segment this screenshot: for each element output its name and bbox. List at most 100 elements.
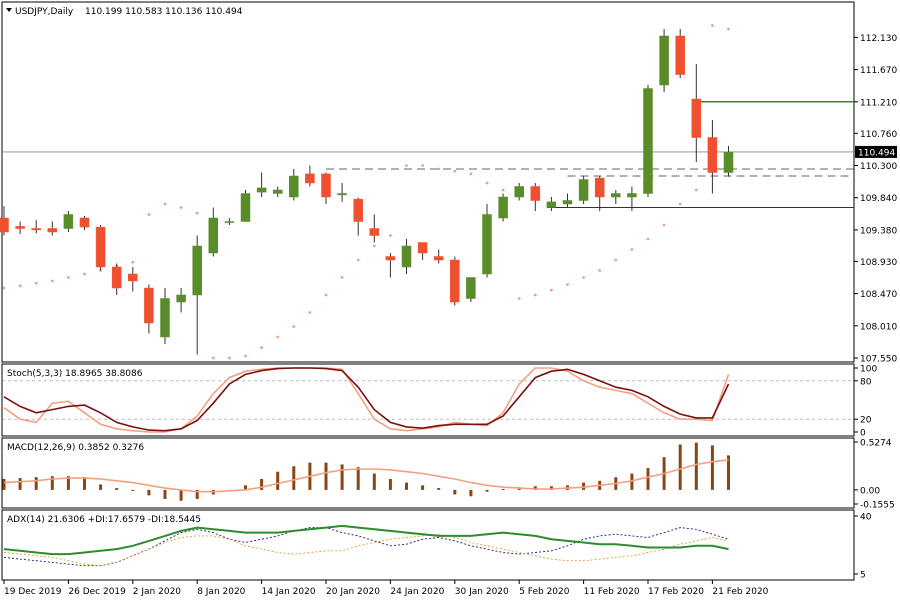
candle-body [707,137,718,173]
macd-histogram-bar [276,471,280,490]
candle-body [530,186,541,201]
sar-dot [276,335,280,339]
candle-body [562,200,573,205]
macd-histogram-bar [163,489,167,499]
candle-body [192,245,202,296]
x-tick-label: 24 Jan 2020 [390,587,444,597]
macd-histogram-bar [630,473,634,490]
macd-histogram-bar [405,482,408,490]
candle-body [337,193,347,196]
sar-dot [18,284,22,288]
sar-dot [389,234,392,237]
y-tick-label: 111.670 [860,66,897,76]
candle-body [79,217,90,228]
macd-label: MACD(12,26,9) 0.3852 0.3276 [7,443,144,453]
sar-dot [324,293,328,297]
sar-dot [67,276,70,279]
y-tick-label: 110.300 [860,162,897,172]
candle-body [482,214,492,275]
macd-histogram-bar [356,467,360,490]
macd-histogram-bar [147,489,151,496]
main-ohlc: 110.199 110.583 110.136 110.494 [85,7,243,17]
macd-histogram-bar [2,478,6,490]
macd-histogram-bar [115,488,119,490]
candle-body [111,266,122,289]
y-tick-label: 0 [860,429,866,439]
macd-histogram-bar [646,468,650,490]
x-tick-label: 17 Feb 2020 [648,587,704,597]
sar-dot [308,311,312,314]
candle-body [466,277,476,299]
candle-body [128,273,138,282]
candle-body [63,214,74,229]
sar-dot [83,272,86,276]
macd-histogram-bar [340,464,344,490]
x-tick-label: 11 Feb 2020 [584,587,640,597]
y-tick-label: 80 [860,377,872,387]
sar-dot [485,181,489,185]
macd-histogram-bar [437,488,441,490]
sar-dot [211,356,215,360]
candle-body [417,242,428,254]
x-tick-label: 19 Dec 2019 [4,587,62,597]
macd-histogram-bar [195,489,199,499]
candle-body [160,298,170,338]
macd-histogram-bar [34,477,38,490]
candle-body [208,217,219,254]
y-tick-label: -0.1555 [860,501,895,511]
sar-dot [630,248,634,251]
macd-histogram-bar [179,489,183,501]
macd-histogram-bar [727,455,730,490]
candle-body [723,151,734,173]
macd-histogram-bar [324,462,328,490]
y-tick-label: 110.760 [860,130,897,140]
candle-body [144,287,154,324]
sar-dot [453,169,457,173]
sar-dot [260,346,263,349]
sar-dot [163,202,167,206]
y-tick-label: 108.930 [860,258,897,268]
macd-signal-line [3,459,729,493]
sar-dot [727,27,730,31]
macd-histogram-bar [501,488,505,490]
candle-body [95,226,106,268]
y-tick-label: 109.840 [860,194,897,204]
sar-dot [469,172,473,176]
macd-histogram-bar [421,485,425,490]
sar-dot [372,244,376,248]
sar-dot [50,279,54,283]
macd-histogram-bar [533,486,537,490]
triangle-down-icon[interactable] [6,8,12,12]
sar-dot [147,213,151,216]
sar-dot [566,283,569,286]
stoch-d-line [3,367,730,432]
y-tick-label: 111.210 [860,98,897,108]
macd-histogram-bar [453,489,457,495]
candle-body [578,179,589,201]
candle-body [627,193,637,198]
axes: 110.494 112.130 111.670 111.210 110.760 110.3… [3,34,897,597]
candle-body [498,196,508,219]
sar-dot [421,164,424,167]
main-plot [0,24,854,360]
stoch-plot [2,367,854,433]
main-panel-frame [1,1,855,363]
y-tick-label: 107.550 [860,355,897,365]
sar-dot [694,188,698,192]
macd-histogram-bar [99,484,103,490]
candle-body [240,193,251,222]
sar-dot [517,297,521,300]
candle-body [272,189,283,194]
candle-body [369,228,380,236]
candle-body [305,173,315,184]
stoch-k-line [3,367,730,433]
adx-line [3,524,729,556]
candle-body [594,177,605,198]
x-tick-label: 21 Feb 2020 [712,587,768,597]
candle-body [289,175,299,198]
sar-dot [2,286,6,290]
candle-body [385,256,396,261]
candle-body [321,173,331,198]
sar-dot [678,202,682,206]
